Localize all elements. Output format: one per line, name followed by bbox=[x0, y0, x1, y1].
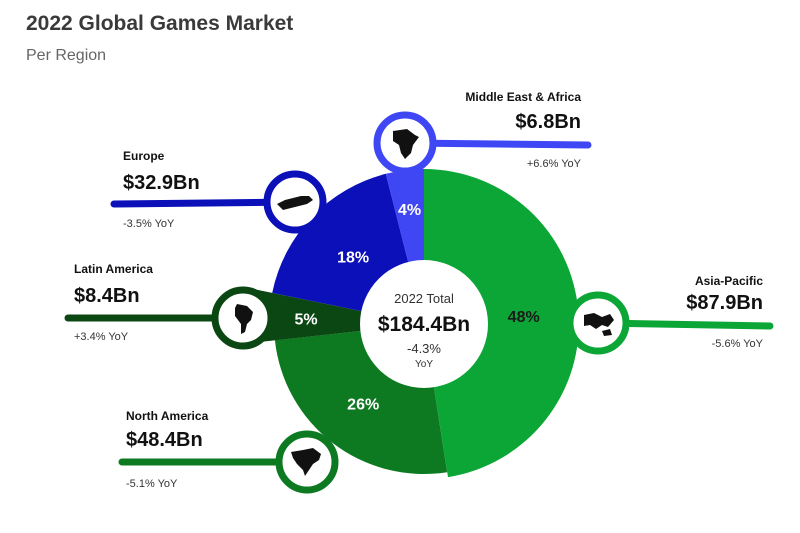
latin-america-map-icon bbox=[235, 304, 253, 334]
region-name-middle-east-africa: Middle East & Africa bbox=[465, 90, 581, 104]
slice-latin-america bbox=[254, 289, 424, 343]
region-value-middle-east-africa: $6.8Bn bbox=[515, 111, 581, 133]
chart-title: 2022 Global Games Market bbox=[26, 12, 294, 35]
callout-latin-america: Latin America $8.4Bn +3.4% YoY bbox=[64, 262, 275, 350]
pct-label-europe: 18% bbox=[337, 249, 369, 266]
center-hole bbox=[360, 260, 488, 388]
region-value-asia-pacific: $87.9Bn bbox=[686, 292, 763, 314]
region-yoy-asia-pacific: -5.6% YoY bbox=[712, 338, 764, 350]
pct-label-latin-america: 5% bbox=[295, 312, 318, 329]
center-value: $184.4Bn bbox=[378, 313, 470, 336]
center-summary: 2022 Total $184.4Bn -4.3% YoY bbox=[360, 260, 488, 388]
callout-middle-east-africa: Middle East & Africa $6.8Bn +6.6% YoY bbox=[373, 90, 592, 175]
callout-asia-pacific: Asia-Pacific $87.9Bn -5.6% YoY bbox=[566, 274, 774, 355]
region-yoy-latin-america: +3.4% YoY bbox=[74, 331, 129, 343]
asia-pacific-map-icon bbox=[584, 313, 614, 336]
center-yoy: -4.3% bbox=[407, 341, 441, 356]
center-label: 2022 Total bbox=[394, 291, 454, 306]
region-value-latin-america: $8.4Bn bbox=[74, 285, 140, 307]
region-name-asia-pacific: Asia-Pacific bbox=[695, 274, 763, 288]
region-name-north-america: North America bbox=[126, 409, 209, 423]
region-yoy-middle-east-africa: +6.6% YoY bbox=[527, 158, 582, 170]
region-name-europe: Europe bbox=[123, 149, 165, 163]
region-name-latin-america: Latin America bbox=[74, 262, 153, 276]
africa-map-icon bbox=[393, 129, 419, 159]
pct-label-middle-east-africa: 4% bbox=[398, 202, 421, 219]
chart-subtitle: Per Region bbox=[26, 47, 107, 64]
pct-label-north-america: 26% bbox=[347, 396, 379, 413]
region-value-north-america: $48.4Bn bbox=[126, 429, 203, 451]
callout-north-america: North America $48.4Bn -5.1% YoY bbox=[118, 409, 339, 494]
center-yoy-unit: YoY bbox=[415, 359, 433, 370]
region-yoy-north-america: -5.1% YoY bbox=[126, 478, 178, 490]
north-america-map-icon bbox=[291, 448, 321, 476]
europe-map-icon bbox=[277, 196, 313, 210]
callout-europe: Europe $32.9Bn -3.5% YoY bbox=[110, 149, 327, 234]
pct-label-asia-pacific: 48% bbox=[508, 309, 540, 326]
region-value-europe: $32.9Bn bbox=[123, 172, 200, 194]
region-yoy-europe: -3.5% YoY bbox=[123, 218, 175, 230]
slice-asia-pacific bbox=[424, 169, 579, 478]
